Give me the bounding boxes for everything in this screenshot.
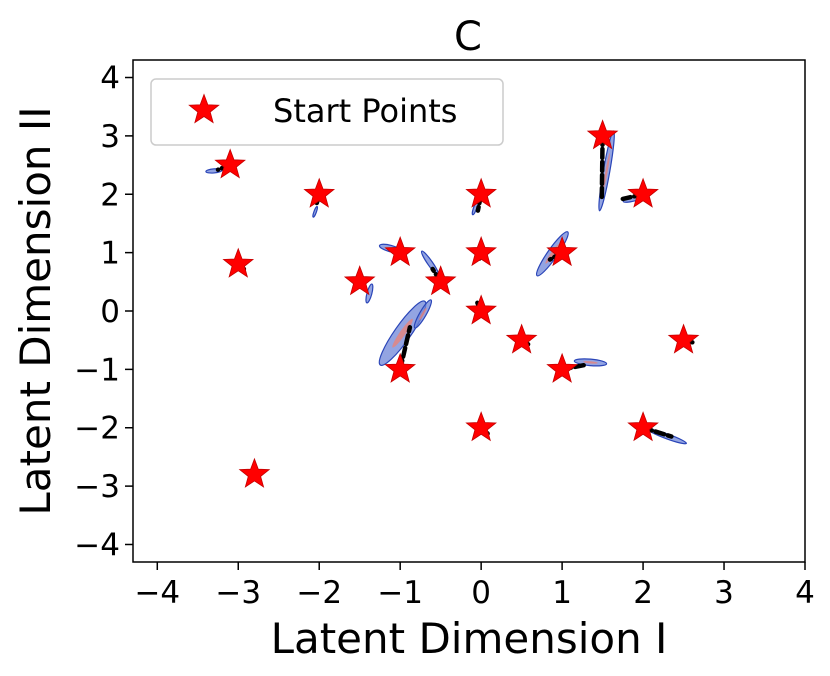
x-tick-label: 0: [471, 575, 491, 611]
x-tick-label: 3: [714, 575, 734, 611]
chart-title: C: [454, 14, 482, 60]
trajectory-line: [599, 133, 605, 200]
density-contour: [312, 205, 319, 218]
start-point-star: [384, 235, 417, 267]
legend-star-marker-shape: [188, 93, 220, 124]
start-point-star: [465, 294, 497, 325]
legend-box: [150, 78, 504, 146]
start-point-star: [384, 352, 417, 383]
start-point-star: [546, 352, 578, 383]
start-point-star: [465, 177, 497, 208]
start-point-star: [343, 265, 376, 296]
x-tick-label: −1: [377, 575, 423, 611]
start-point-star: [667, 323, 700, 354]
y-tick-label: −2: [74, 411, 120, 447]
x-tick-label: −4: [134, 575, 180, 611]
y-tick-label: 0: [100, 294, 120, 330]
y-tick-label: 3: [100, 119, 120, 155]
start-point-star: [546, 235, 578, 267]
density-contour-core: [583, 361, 598, 364]
legend-label: Start Points: [273, 92, 457, 130]
start-point-star: [238, 457, 271, 488]
density-contour-core: [392, 318, 413, 348]
start-point-star: [303, 177, 336, 208]
start-point-star: [465, 411, 497, 442]
x-tick-label: −2: [296, 575, 342, 611]
y-axis: −4 −3 −2 −1 0 1 2 3 4: [74, 61, 133, 563]
y-tick-label: −3: [74, 469, 120, 505]
density-contour-outer: [312, 205, 319, 218]
start-point-star: [424, 265, 457, 296]
y-tick-label: 1: [100, 236, 120, 272]
start-point-star: [627, 411, 659, 442]
x-tick-label: 1: [552, 575, 572, 611]
density-contour-core: [603, 152, 610, 189]
y-tick-label: −1: [74, 352, 120, 388]
x-tick-label: −3: [215, 575, 261, 611]
density-contour-core: [419, 307, 427, 321]
start-point-star: [586, 119, 619, 150]
x-axis: −4 −3 −2 −1 0 1 2 3 4: [134, 562, 815, 611]
legend: Start Points: [150, 78, 504, 146]
start-point-star: [214, 148, 246, 179]
x-tick-label: 4: [795, 575, 815, 611]
start-point-star: [222, 247, 255, 278]
y-axis-label: Latent Dimension II: [11, 106, 60, 515]
legend-star-marker: [188, 93, 220, 124]
plot-area: [205, 119, 700, 488]
x-tick-label: 2: [633, 575, 653, 611]
y-tick-label: −4: [74, 527, 120, 563]
y-tick-label: 2: [100, 177, 120, 213]
density-contour: [413, 299, 433, 329]
start-point-star: [505, 323, 538, 354]
start-point-star: [627, 177, 659, 208]
y-tick-label: 4: [100, 61, 120, 97]
x-axis-label: Latent Dimension I: [271, 614, 668, 663]
start-point-star: [465, 235, 497, 267]
